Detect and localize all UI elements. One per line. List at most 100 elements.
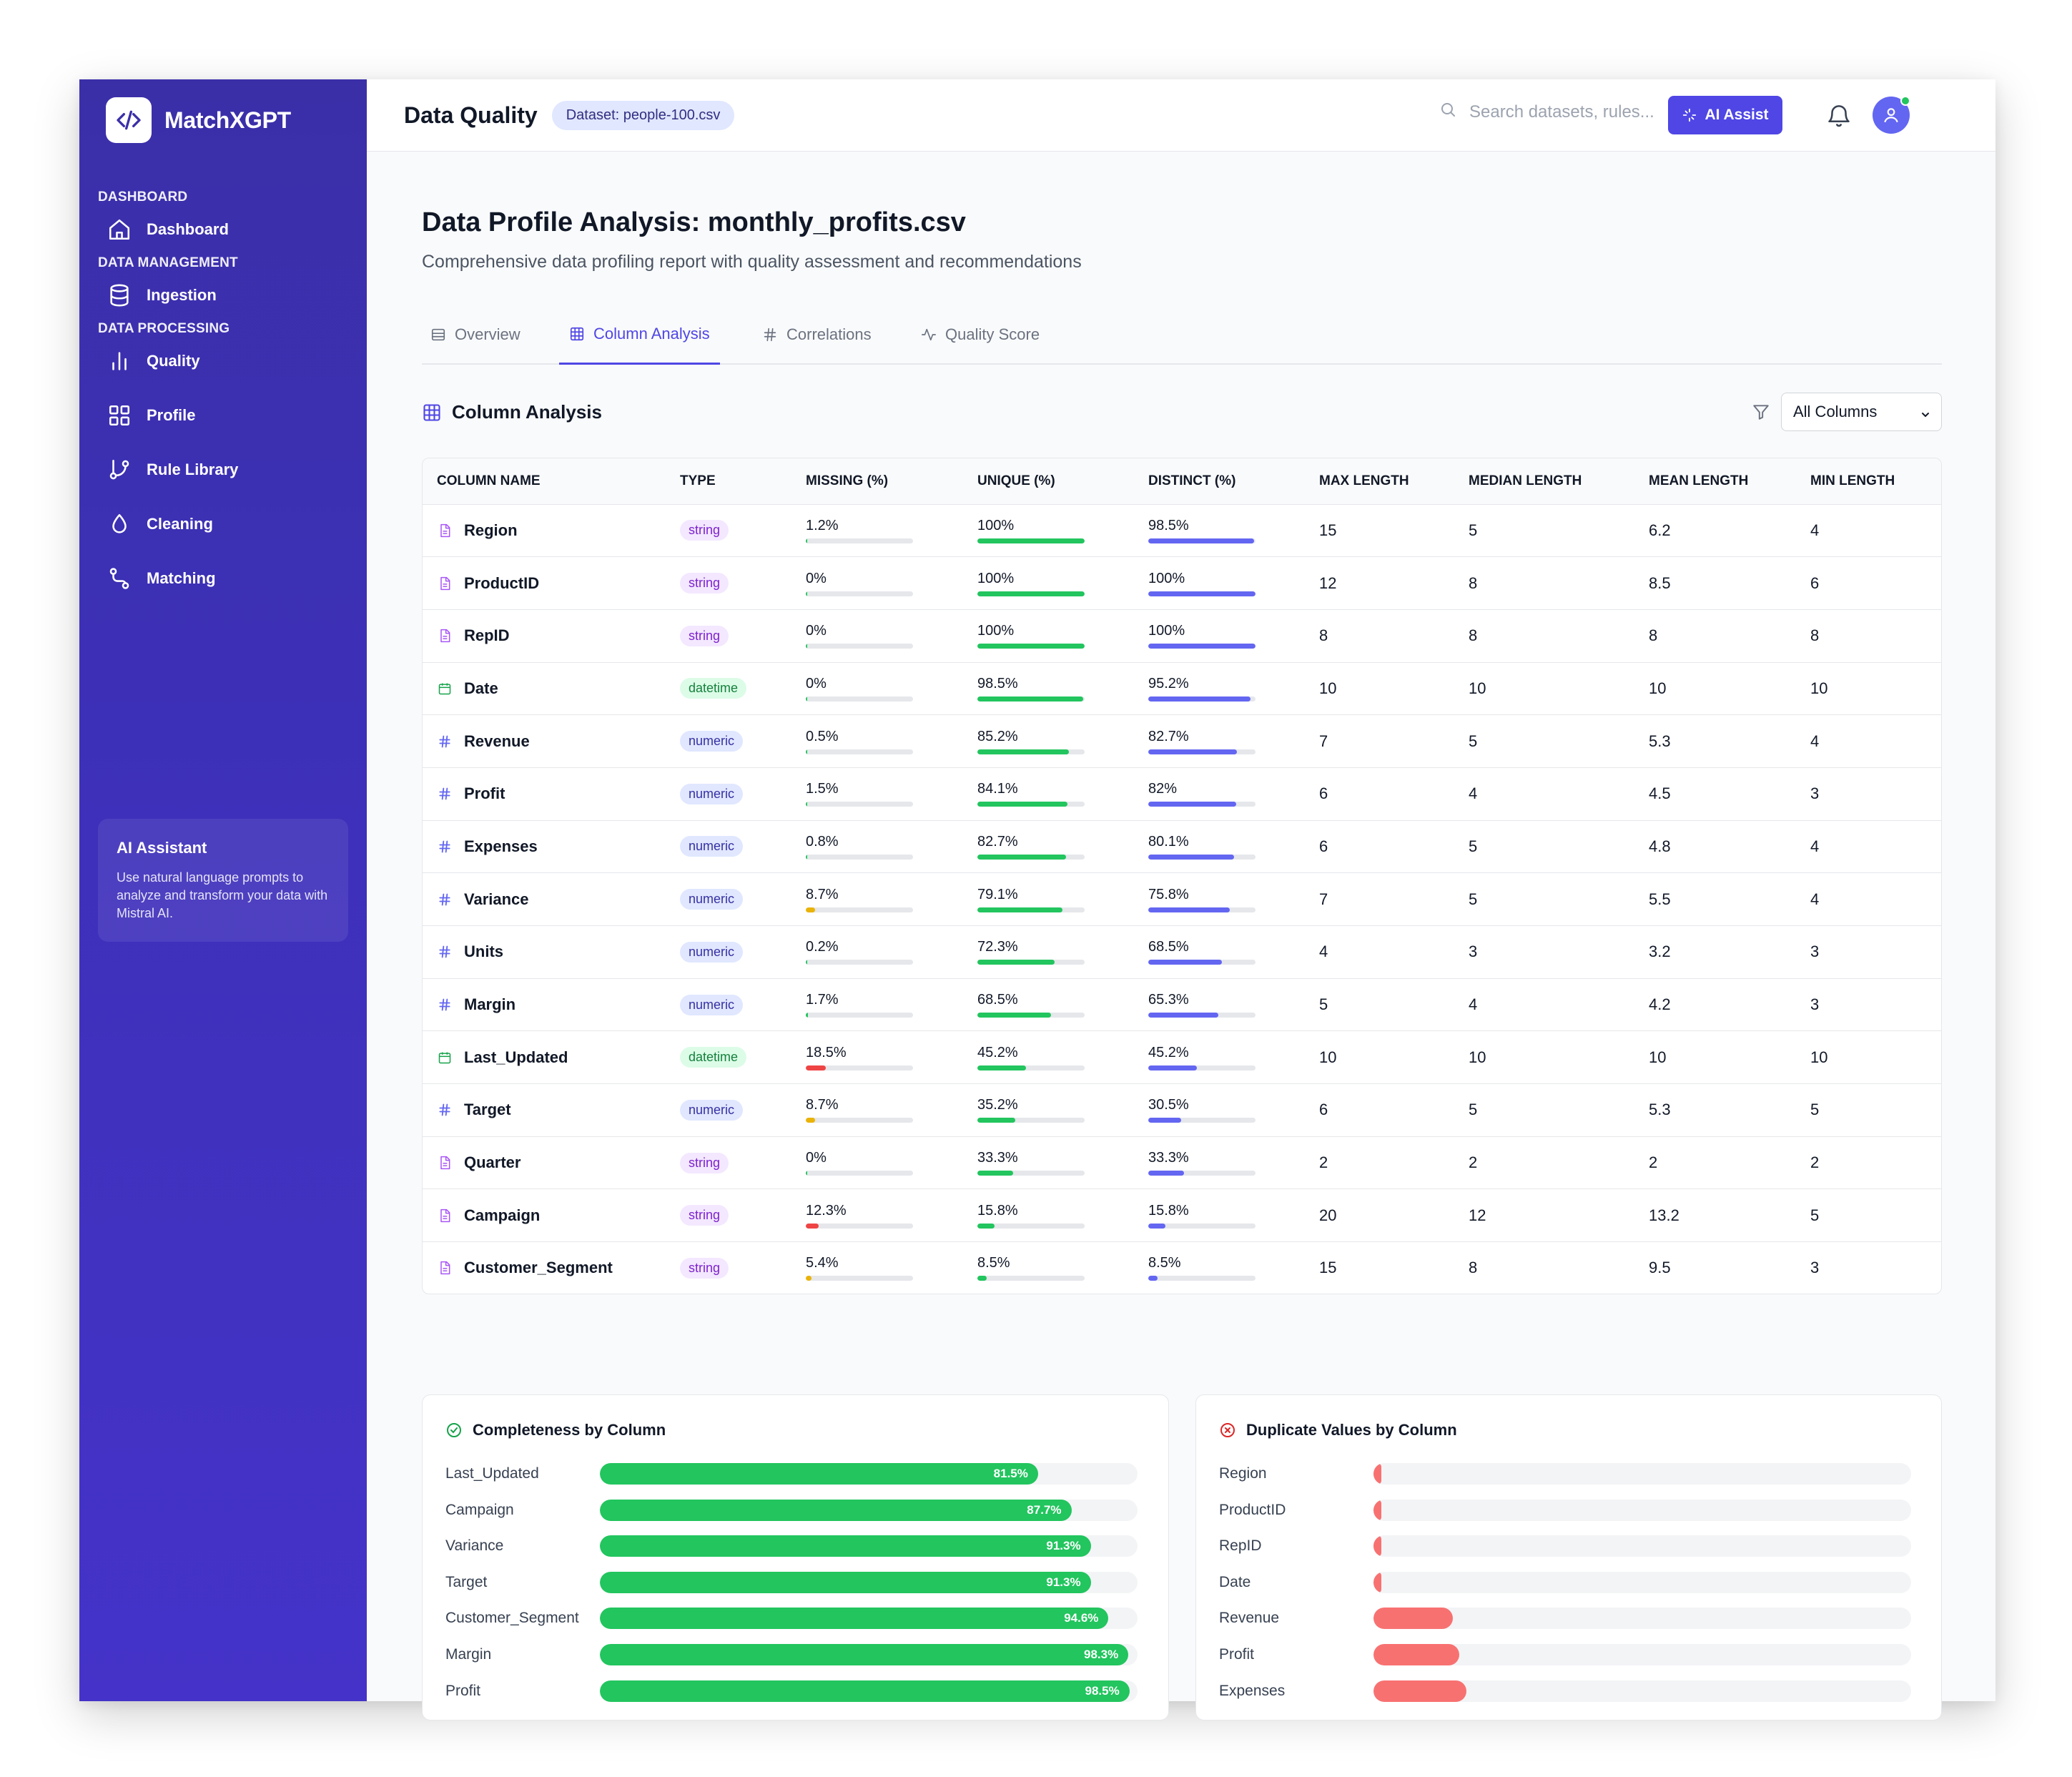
cell-max-length: 6 [1319,837,1328,855]
completeness-bar: 98.3% [600,1644,1129,1665]
table-row[interactable]: Variance numeric 8.7% 79.1% 75.8% 7 5 5.5 4 [423,873,1941,926]
header-min-length[interactable]: MIN LENGTH [1796,458,1941,505]
tab-quality-score[interactable]: Quality Score [921,305,1040,365]
sidebar-item-rule-library[interactable]: Rule Library [79,447,367,493]
header-mean-length[interactable]: MEAN LENGTH [1634,458,1796,505]
cell-column-name: Quarter [423,1136,666,1189]
table-row[interactable]: Quarter string 0% 33.3% 33.3% 2 2 2 2 [423,1136,1941,1189]
header-median-length[interactable]: MEDIAN LENGTH [1454,458,1634,505]
table-row[interactable]: Date datetime 0% 98.5% 95.2% 10 10 10 10 [423,662,1941,715]
cell-missing: 18.5% [791,1031,963,1084]
table-row[interactable]: Expenses numeric 0.8% 82.7% 80.1% 6 5 4.8 4 [423,820,1941,873]
cell-type: datetime [666,662,791,715]
distinct-bar-fill [1148,1223,1165,1229]
missing-bar [806,591,913,596]
table-row[interactable]: Region string 1.2% 100% 98.5% 15 5 6.2 4 [423,504,1941,557]
distinct-bar-fill [1148,1013,1218,1018]
table-row[interactable]: RepID string 0% 100% 100% 8 8 8 8 [423,609,1941,663]
completeness-title-label: Completeness by Column [473,1421,666,1439]
distinct-bar [1148,1171,1255,1176]
ai-assist-label: AI Assist [1705,107,1769,123]
dataset-badge[interactable]: Dataset: people-100.csv [551,100,735,130]
header-missing[interactable]: MISSING (%) [791,458,963,505]
completeness-track: 87.7% [600,1499,1138,1521]
table-row[interactable]: Campaign string 12.3% 15.8% 15.8% 20 12 13.2 5 [423,1189,1941,1242]
completeness-bar: 91.3% [600,1571,1091,1593]
table-row[interactable]: Margin numeric 1.7% 68.5% 65.3% 5 4 4.2 3 [423,978,1941,1031]
table-row[interactable]: Customer_Segment string 5.4% 8.5% 8.5% 15 8 9.5… [423,1242,1941,1294]
cell-column-name: RepID [423,609,666,662]
cell-type: numeric [666,926,791,979]
brand[interactable]: MatchXGPT [79,79,367,161]
unique-bar-fill [977,1013,1051,1018]
column-name: Quarter [464,1153,521,1172]
filter-icon[interactable] [1752,403,1770,425]
cell-distinct: 33.3% [1134,1136,1305,1189]
search-input[interactable]: Search datasets, rules... [1439,101,1654,123]
cell-mean-length: 8.5 [1649,574,1671,592]
unique-value: 35.2% [977,1097,1018,1113]
missing-bar-fill [806,644,807,649]
distinct-value: 15.8% [1148,1202,1189,1219]
header-column-name[interactable]: COLUMN NAME [423,458,666,505]
column-name: Last_Updated [464,1048,568,1066]
column-name: Units [464,942,503,961]
completeness-value: 98.3% [1084,1648,1119,1661]
table-icon [430,327,446,343]
cell-unique: 79.1% [963,873,1134,926]
type-badge: string [680,1257,729,1279]
missing-bar [806,854,913,860]
cell-unique: 84.1% [963,767,1134,820]
header-distinct[interactable]: DISTINCT (%) [1134,458,1305,505]
duplicate-row: Expenses [1219,1680,1920,1703]
tab-column-analysis[interactable]: Column Analysis [559,305,720,365]
sidebar-item-quality[interactable]: Quality [79,338,367,384]
cell-mean-length: 3.2 [1649,942,1671,961]
sidebar-item-cleaning[interactable]: Cleaning [79,501,367,547]
ai-assistant-card[interactable]: AI Assistant Use natural language prompt… [98,819,348,942]
tab-overview[interactable]: Overview [430,305,521,365]
ai-assist-button[interactable]: AI Assist [1668,96,1782,134]
avatar[interactable] [1873,96,1910,134]
table-row[interactable]: Last_Updated datetime 18.5% 45.2% 45.2% 10 10 1… [423,1031,1941,1084]
column-name: Customer_Segment [464,1259,613,1277]
table-row[interactable]: Target numeric 8.7% 35.2% 30.5% 6 5 5.3 5 [423,1084,1941,1137]
column-analysis-header: Column Analysis All Columns [422,393,1942,433]
chevron-down-icon [1920,406,1931,425]
sidebar-item-matching[interactable]: Matching [79,556,367,601]
column-filter-select[interactable]: All Columns [1781,393,1942,431]
table-row[interactable]: ProductID string 0% 100% 100% 12 8 8.5 6 [423,557,1941,610]
sidebar-item-dashboard[interactable]: Dashboard [79,207,367,252]
sidebar-item-profile[interactable]: Profile [79,393,367,438]
completeness-label: Variance [445,1537,504,1555]
completeness-title: Completeness by Column [445,1421,666,1439]
unique-bar [977,749,1085,754]
completeness-value: 91.3% [1046,1539,1081,1553]
tab-correlations[interactable]: Correlations [762,305,872,365]
type-badge: numeric [680,889,744,910]
distinct-value: 98.5% [1148,517,1189,533]
cell-max-length: 2 [1319,1153,1328,1172]
distinct-value: 8.5% [1148,1255,1181,1271]
missing-bar [806,538,913,543]
header-unique[interactable]: UNIQUE (%) [963,458,1134,505]
missing-bar-fill [806,696,807,702]
sidebar-item-ingestion[interactable]: Ingestion [79,272,367,318]
table-row[interactable]: Units numeric 0.2% 72.3% 68.5% 4 3 3.2 3 [423,926,1941,979]
header-max-length[interactable]: MAX LENGTH [1305,458,1454,505]
bell-icon[interactable] [1825,102,1853,132]
hash-icon [437,1103,453,1117]
table-row[interactable]: Profit numeric 1.5% 84.1% 82% 6 4 4.5 3 [423,767,1941,821]
completeness-label: Target [445,1573,488,1590]
header-type[interactable]: TYPE [666,458,791,505]
type-badge: numeric [680,783,744,804]
search-placeholder: Search datasets, rules... [1469,102,1654,122]
completeness-label: Margin [445,1646,492,1663]
cell-type: numeric [666,873,791,926]
duplicate-label: ProductID [1219,1501,1286,1518]
missing-value: 0.5% [806,728,839,744]
table-row[interactable]: Revenue numeric 0.5% 85.2% 82.7% 7 5 5.3 4 [423,715,1941,768]
unique-bar [977,1118,1085,1123]
distinct-value: 82% [1148,781,1178,797]
activity-icon [921,327,937,343]
